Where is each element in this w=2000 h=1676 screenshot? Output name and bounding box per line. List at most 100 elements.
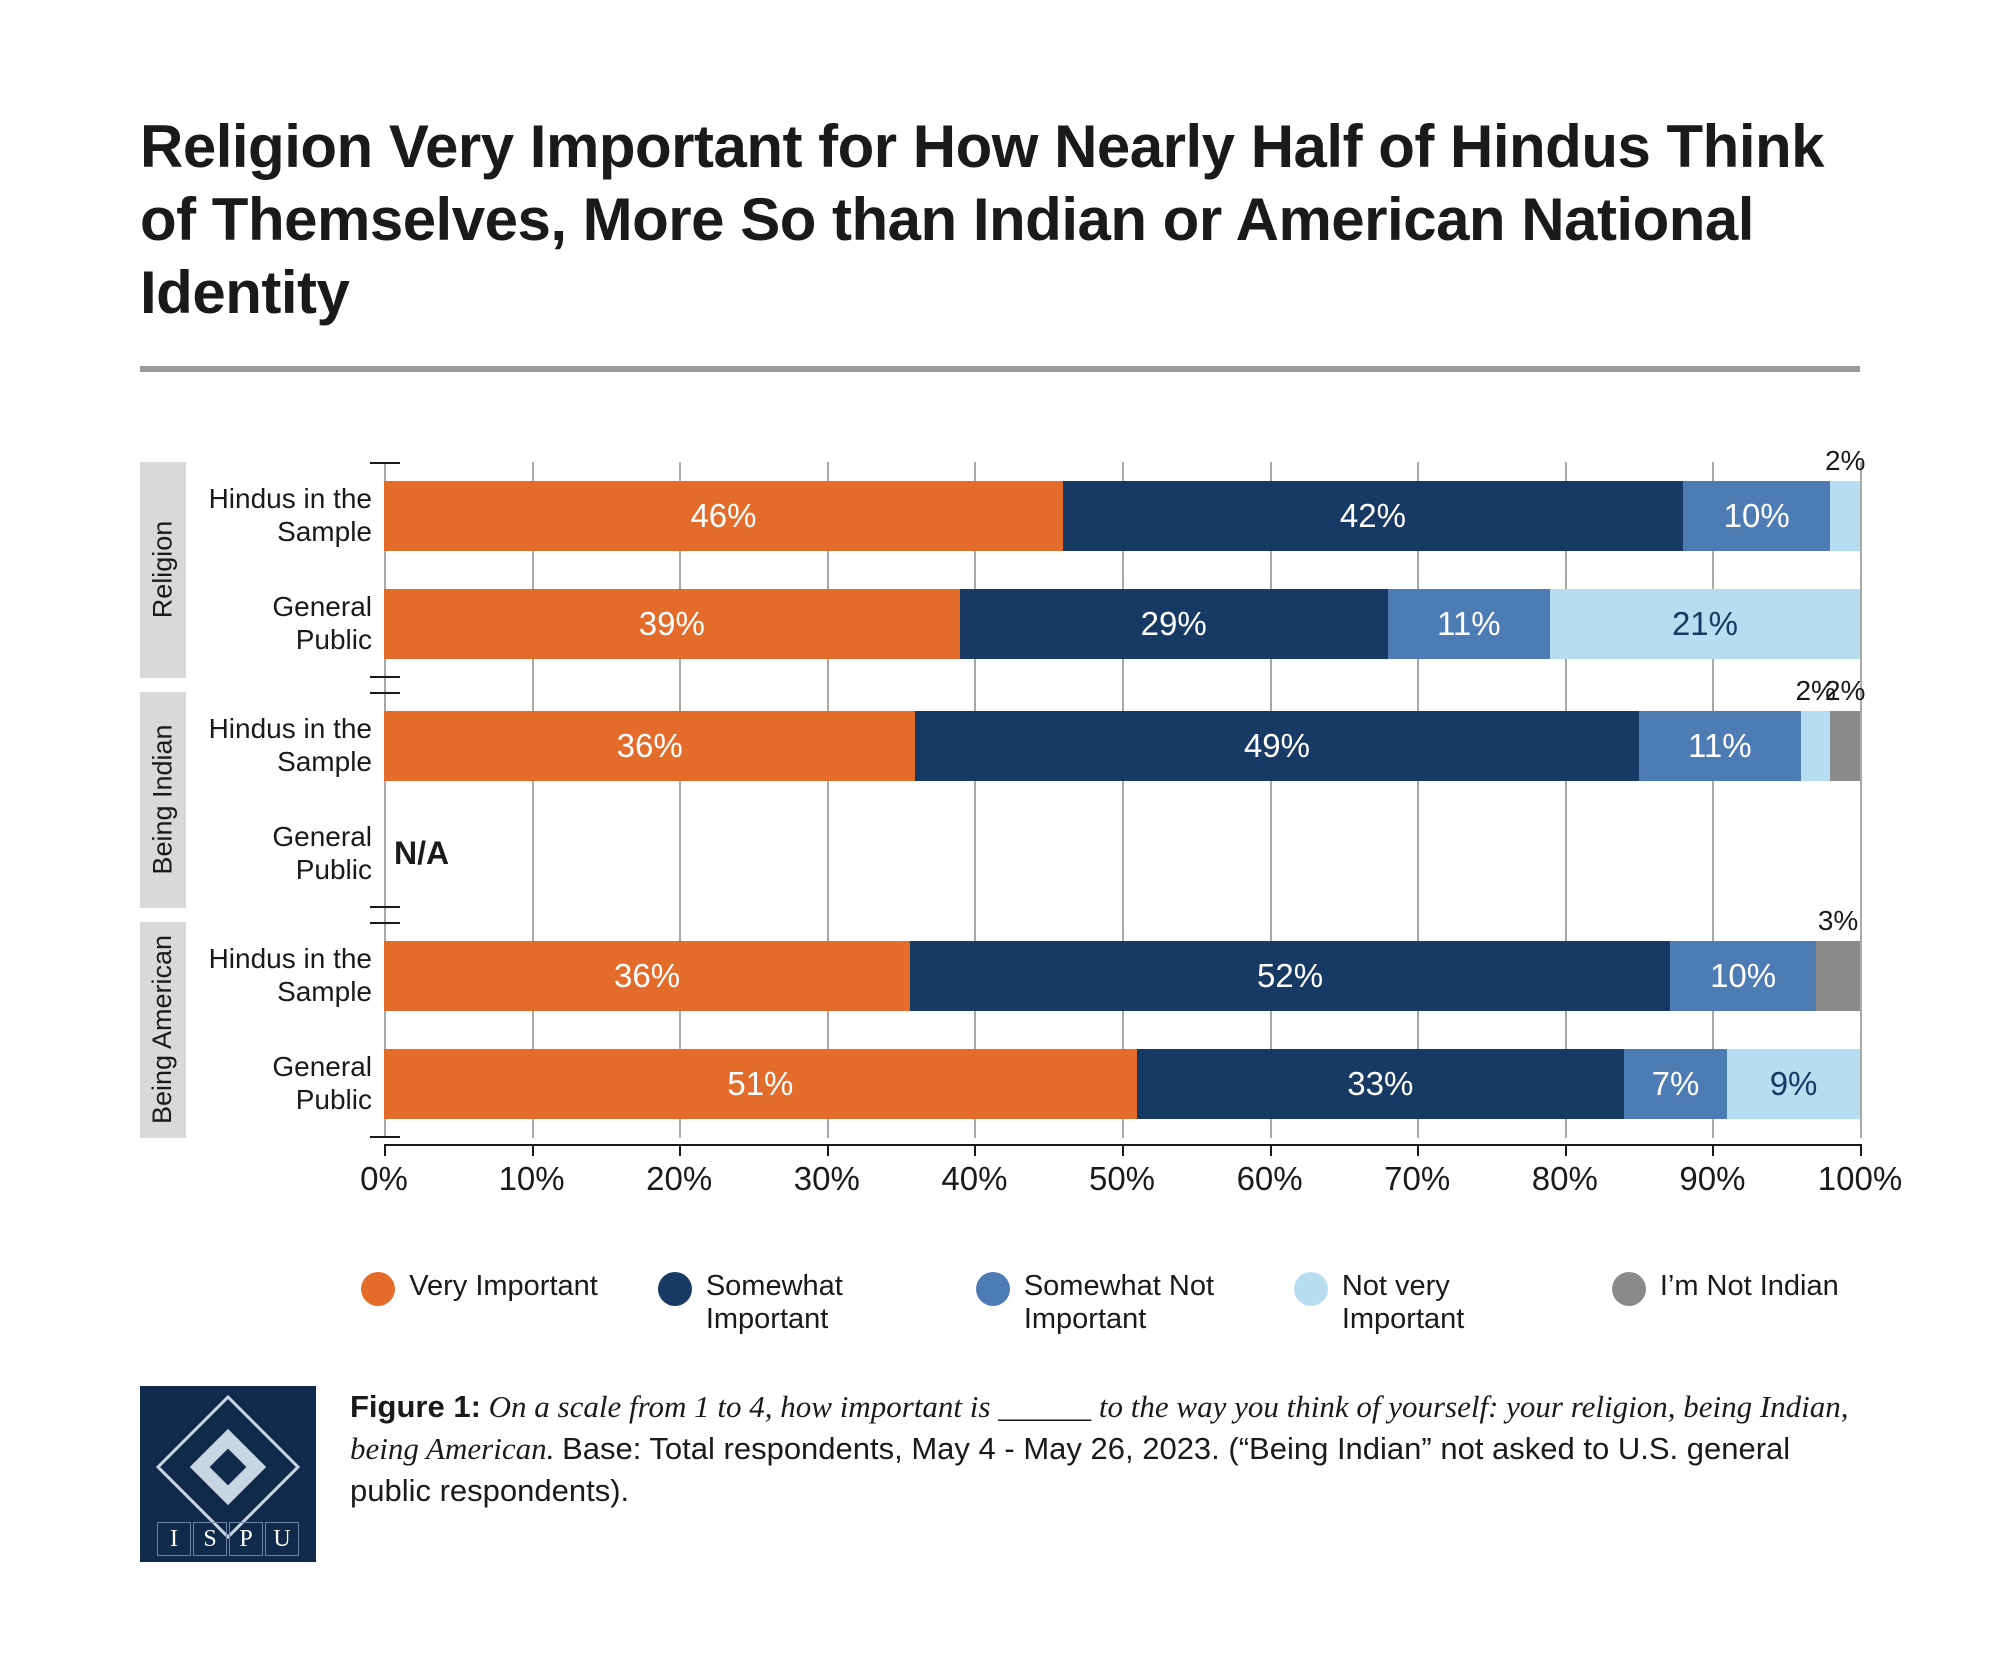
bar-segment: 21% — [1550, 589, 1860, 659]
bar-row: 39%29%11%21% — [384, 570, 1860, 678]
x-tick-mark — [384, 1144, 386, 1156]
bar-segment: 49% — [915, 711, 1638, 781]
x-tick-mark — [1565, 1144, 1567, 1156]
legend-swatch-icon — [361, 1272, 395, 1306]
bars-column: 46%42%10%2%39%29%11%21%36%49%11%2%2%N/A3… — [384, 462, 1860, 1224]
x-tick-mark — [1270, 1144, 1272, 1156]
row-label: Hindus in the Sample — [204, 692, 384, 800]
bar-row: 36%49%11%2%2% — [384, 692, 1860, 800]
legend-item: I’m Not Indian — [1612, 1270, 1839, 1337]
x-tick-label: 40% — [941, 1160, 1007, 1198]
stacked-bar: 46%42%10%2% — [384, 481, 1860, 551]
ispu-logo: ISPU — [140, 1386, 316, 1562]
logo-letter: U — [265, 1522, 299, 1556]
caption-question-a: On a scale from 1 to 4, how important is — [481, 1389, 998, 1424]
x-tick-label: 70% — [1384, 1160, 1450, 1198]
stacked-bar: 36%52%10%3% — [384, 941, 1860, 1011]
x-tick-mark — [679, 1144, 681, 1156]
x-tick-mark — [1122, 1144, 1124, 1156]
group-label-text: Being Indian — [148, 725, 179, 875]
legend-label: Somewhat Important — [706, 1270, 916, 1337]
logo-letter: S — [193, 1522, 227, 1556]
legend-label: Not very Important — [1342, 1270, 1552, 1337]
x-tick-label: 0% — [360, 1160, 408, 1198]
title-rule — [140, 366, 1860, 372]
bar-segment: 51% — [384, 1049, 1137, 1119]
caption-blank: ______ — [998, 1389, 1091, 1424]
group-label: Being American — [140, 922, 186, 1138]
bar-segment-outlabel: 2% — [1825, 675, 1865, 707]
legend-item: Somewhat Not Important — [976, 1270, 1234, 1337]
stacked-bar: 51%33%7%9% — [384, 1049, 1860, 1119]
na-label: N/A — [384, 835, 449, 872]
legend-label: I’m Not Indian — [1660, 1270, 1839, 1303]
legend-swatch-icon — [1612, 1272, 1646, 1306]
bar-rows: 46%42%10%2%39%29%11%21%36%49%11%2%2%N/A3… — [384, 462, 1860, 1138]
chart-area: Religion Being Indian Being American Hindu… — [140, 462, 1860, 1224]
bar-row: N/A — [384, 800, 1860, 908]
bar-segment: 46% — [384, 481, 1063, 551]
logo-diamond-icon — [156, 1395, 300, 1539]
x-tick-mark — [1860, 1144, 1862, 1156]
gridline — [1860, 462, 1862, 1138]
bar-segment: 36% — [384, 941, 910, 1011]
bar-segment: 52% — [910, 941, 1670, 1011]
group-label-text: Religion — [148, 521, 179, 619]
bar-segment: 7% — [1624, 1049, 1727, 1119]
x-tick-mark — [532, 1144, 534, 1156]
legend-swatch-icon — [1294, 1272, 1328, 1306]
chart-title: Religion Very Important for How Nearly H… — [140, 110, 1860, 330]
x-tick-mark — [974, 1144, 976, 1156]
bar-row: 36%52%10%3% — [384, 922, 1860, 1030]
legend: Very Important Somewhat Important Somewhat… — [340, 1270, 1860, 1337]
group-labels-column: Religion Being Indian Being American — [140, 462, 186, 1224]
bar-segment: 3% — [1816, 941, 1860, 1011]
figure-container: Religion Very Important for How Nearly H… — [0, 0, 2000, 1676]
legend-item: Not very Important — [1294, 1270, 1552, 1337]
legend-swatch-icon — [658, 1272, 692, 1306]
group-label-text: Being American — [148, 935, 179, 1124]
group-label: Being Indian — [140, 692, 186, 908]
x-tick-label: 80% — [1532, 1160, 1598, 1198]
legend-item: Very Important — [361, 1270, 598, 1337]
x-tick-label: 10% — [499, 1160, 565, 1198]
x-tick-label: 30% — [794, 1160, 860, 1198]
row-labels-column: Hindus in the SampleGeneral PublicHindus… — [204, 462, 384, 1224]
stacked-bar: 36%49%11%2%2% — [384, 711, 1860, 781]
x-tick-label: 50% — [1089, 1160, 1155, 1198]
logo-letter: P — [229, 1522, 263, 1556]
group-tick — [370, 692, 400, 694]
bar-segment: 39% — [384, 589, 960, 659]
x-tick-label: 60% — [1237, 1160, 1303, 1198]
bar-segment-outlabel: 3% — [1818, 905, 1858, 937]
x-tick-mark — [1417, 1144, 1419, 1156]
group-label: Religion — [140, 462, 186, 678]
figure-caption: Figure 1: On a scale from 1 to 4, how im… — [350, 1386, 1860, 1512]
legend-label: Somewhat Not Important — [1024, 1270, 1234, 1337]
bar-segment: 2% — [1801, 711, 1831, 781]
bar-segment: 2% — [1830, 711, 1860, 781]
plot-area: 46%42%10%2%39%29%11%21%36%49%11%2%2%N/A3… — [384, 462, 1860, 1138]
bar-segment: 9% — [1727, 1049, 1860, 1119]
bar-segment: 33% — [1137, 1049, 1624, 1119]
bar-segment: 11% — [1388, 589, 1550, 659]
figure-label: Figure 1: — [350, 1389, 481, 1424]
legend-label: Very Important — [409, 1270, 598, 1303]
bar-segment: 10% — [1670, 941, 1816, 1011]
bar-segment: 11% — [1639, 711, 1801, 781]
caption-base: Base: Total respondents, May 4 - May 26,… — [350, 1431, 1790, 1508]
footer: ISPU Figure 1: On a scale from 1 to 4, h… — [140, 1386, 1860, 1562]
group-tick — [370, 922, 400, 924]
legend-swatch-icon — [976, 1272, 1010, 1306]
group-tick — [370, 462, 400, 464]
bar-segment: 42% — [1063, 481, 1683, 551]
row-label: Hindus in the Sample — [204, 462, 384, 570]
stacked-bar: 39%29%11%21% — [384, 589, 1860, 659]
logo-letter: I — [157, 1522, 191, 1556]
bar-segment: 10% — [1683, 481, 1831, 551]
row-label: General Public — [204, 570, 384, 678]
group-tick — [370, 1136, 400, 1138]
bar-row: 51%33%7%9% — [384, 1030, 1860, 1138]
x-axis: 0%10%20%30%40%50%60%70%80%90%100% — [384, 1144, 1860, 1224]
legend-item: Somewhat Important — [658, 1270, 916, 1337]
